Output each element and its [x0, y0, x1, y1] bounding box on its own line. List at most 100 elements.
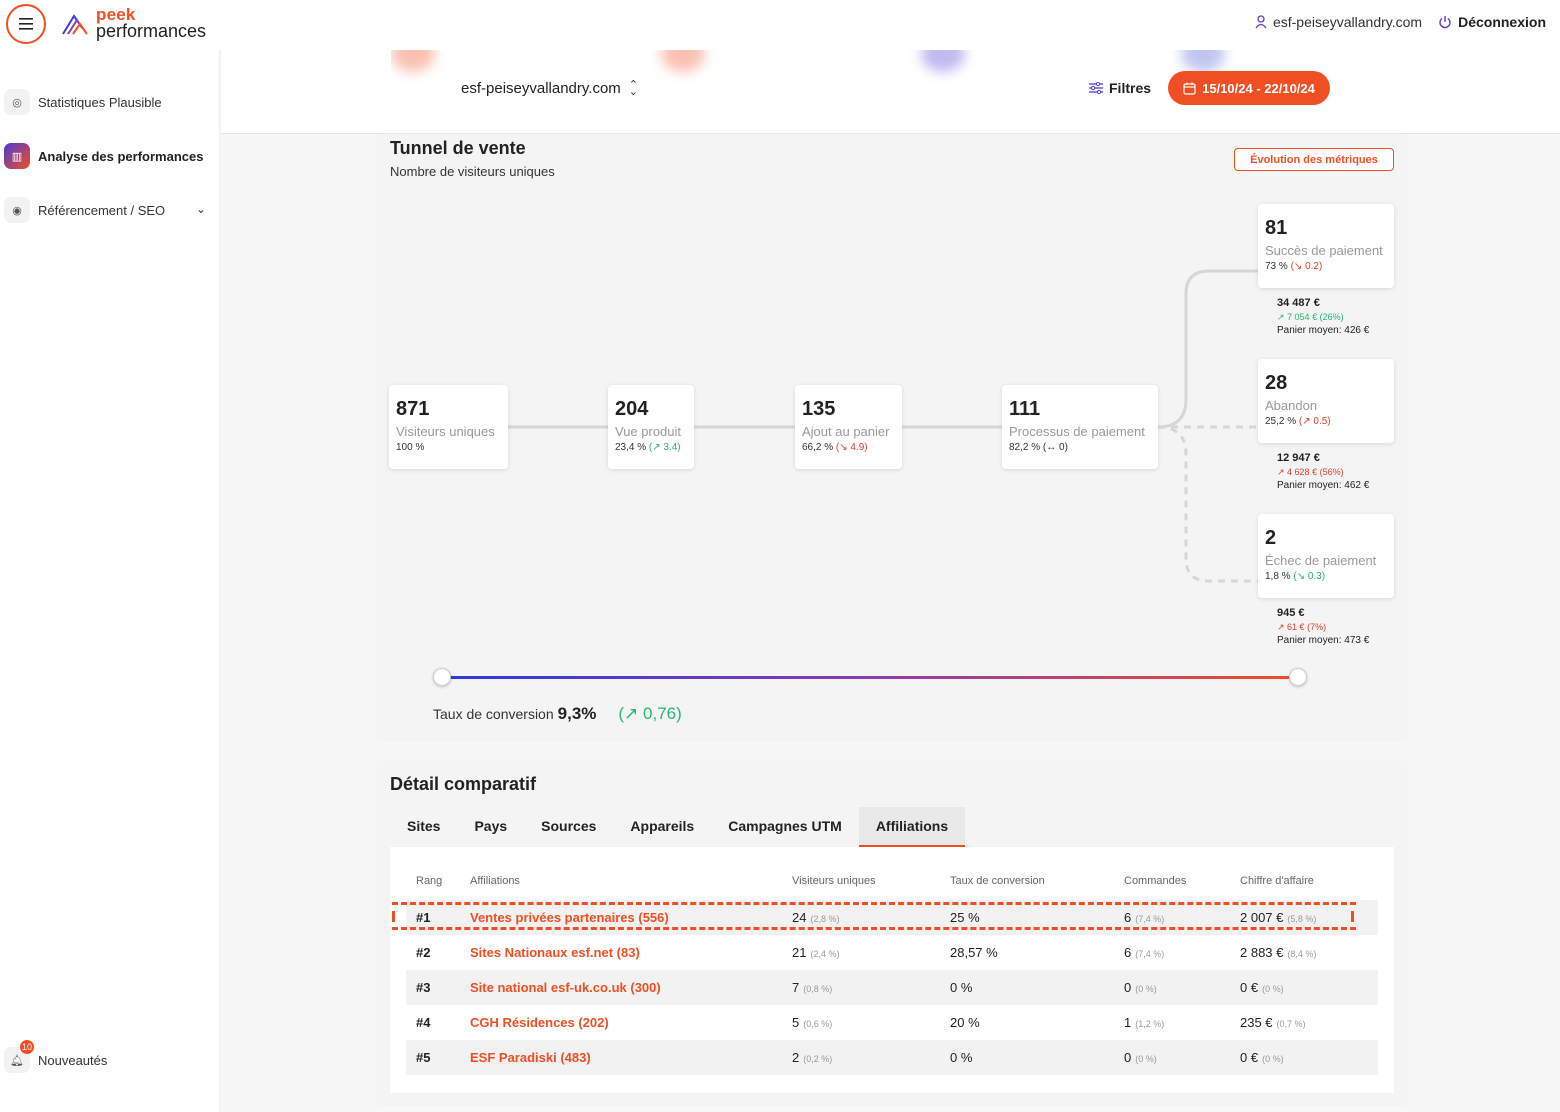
row-revenue: 2 007 € (5,8 %) [1240, 910, 1317, 925]
table-row[interactable]: #2 Sites Nationaux esf.net (83) 21 (2,4 %… [406, 935, 1378, 970]
outcome-label: Échec de paiement [1265, 553, 1377, 568]
tab-affiliations[interactable]: Affiliations [858, 807, 966, 847]
outcome-value: 81 [1265, 217, 1288, 239]
slider-handle-end[interactable] [1289, 668, 1307, 686]
row-affiliation-link[interactable]: Ventes privées partenaires (556) [470, 910, 669, 925]
up-down-chevron-icon: ⌃ ⌄ [628, 78, 639, 98]
power-icon [1439, 16, 1451, 29]
step-percent: 82,2 % (↔ 0) [1009, 442, 1068, 453]
conversion-label: Taux de conversion [433, 706, 554, 722]
outcome-amount: 945 € [1277, 607, 1305, 619]
chart-icon: ▥ [4, 143, 30, 169]
row-affiliation-link[interactable]: ESF Paradiski (483) [470, 1050, 591, 1065]
funnel-step-add-to-cart[interactable]: 135 Ajout au panier 66,2 % (↘ 4.9) [795, 385, 902, 469]
funnel-outcome-abandon[interactable]: 28 Abandon 25,2 % (↗ 0.5) [1258, 359, 1394, 443]
tab-sites[interactable]: Sites [407, 818, 441, 834]
menu-icon [19, 18, 33, 30]
row-conversion: 0 % [950, 1050, 973, 1065]
logo-peek-text: peek [96, 5, 136, 24]
sidebar-item-label: Statistiques Plausible [38, 94, 162, 110]
row-revenue: 235 € (0,7 %) [1240, 1015, 1306, 1030]
filters-button[interactable]: Filtres [1089, 80, 1151, 96]
slider-handle-start[interactable] [433, 668, 451, 686]
outcome-amount-delta: ↗ 61 € (7%) [1277, 622, 1327, 632]
step-label: Processus de paiement [1009, 424, 1145, 439]
funnel-step-product-view[interactable]: 204 Vue produit 23,4 % (↗ 3.4) [608, 385, 694, 469]
account-site[interactable]: esf-peiseyvallandry.com [1255, 14, 1422, 30]
row-affiliation-link[interactable]: CGH Résidences (202) [470, 1015, 609, 1030]
outcome-average-basket: Panier moyen: 462 € [1277, 480, 1370, 491]
outcome-amount: 12 947 € [1277, 452, 1320, 464]
affiliations-table: Rang Affiliations Visiteurs uniques Taux… [390, 847, 1394, 1093]
row-affiliation-link[interactable]: Sites Nationaux esf.net (83) [470, 945, 640, 960]
funnel-step-checkout[interactable]: 111 Processus de paiement 82,2 % (↔ 0) [1002, 385, 1158, 469]
outcome-amount-delta: ↗ 7 054 € (26%) [1277, 312, 1344, 322]
outcome-percent: 25,2 % (↗ 0.5) [1265, 416, 1331, 427]
site-select-value: esf-peiseyvallandry.com [461, 80, 621, 97]
row-rank: #4 [416, 1015, 431, 1030]
failure-connector [1157, 425, 1258, 583]
row-visitors: 2 (0,2 %) [792, 1050, 833, 1065]
outcome-average-basket: Panier moyen: 426 € [1277, 325, 1370, 336]
outcome-revenue-failure: 945 € ↗ 61 € (7%) Panier moyen: 473 € [1277, 606, 1369, 648]
outcome-percent: 73 % (↘ 0.2) [1265, 261, 1323, 272]
date-range-label: 15/10/24 - 22/10/24 [1202, 80, 1315, 96]
outcome-revenue-success: 34 487 € ↗ 7 054 € (26%) Panier moyen: 4… [1277, 296, 1369, 338]
sidebar-item-performance-analysis[interactable]: ▥ Analyse des performances [4, 142, 216, 170]
site-select[interactable]: esf-peiseyvallandry.com ⌃ ⌄ [461, 78, 639, 98]
table-row[interactable]: #1 Ventes privées partenaires (556) 24 (2… [406, 900, 1378, 935]
row-revenue: 2 883 € (8,4 %) [1240, 945, 1317, 960]
row-rank: #5 [416, 1050, 431, 1065]
conversion-delta: (↗ 0,76) [618, 704, 682, 723]
table-row[interactable]: #3 Site national esf-uk.co.uk (300) 7 (0,… [406, 970, 1378, 1005]
step-percent: 66,2 % (↘ 4.9) [802, 442, 868, 453]
row-orders: 0 (0 %) [1124, 1050, 1157, 1065]
detail-tabs: Sites Pays Sources Appareils Campagnes U… [390, 807, 966, 847]
outcome-delta: (↗ 0.5) [1298, 416, 1331, 427]
table-row[interactable]: #4 CGH Résidences (202) 5 (0,6 %) 20 % 1(… [406, 1005, 1378, 1040]
tab-sources[interactable]: Sources [541, 818, 597, 834]
eye-icon: ◉ [4, 197, 30, 223]
tab-utm-campaigns[interactable]: Campagnes UTM [728, 818, 842, 834]
sliders-icon [1089, 82, 1103, 94]
outcome-percent: 1,8 % (↘ 0.3) [1265, 571, 1326, 582]
sidebar-item-plausible-stats[interactable]: ◎ Statistiques Plausible [4, 88, 216, 116]
step-percent: 23,4 % (↗ 3.4) [615, 442, 681, 453]
account-site-label: esf-peiseyvallandry.com [1272, 14, 1423, 30]
table-row[interactable]: #5 ESF Paradiski (483) 2 (0,2 %) 0 % 0 (0 … [406, 1040, 1378, 1075]
blurred-metrics-background [391, 50, 1291, 90]
sales-funnel-card: Tunnel de vente Nombre de visiteurs uniq… [376, 134, 1408, 742]
peek-logo-icon [62, 14, 88, 35]
row-conversion: 20 % [950, 1015, 980, 1030]
filters-label: Filtres [1109, 80, 1152, 96]
row-rank: #3 [416, 980, 431, 995]
sidebar-item-news[interactable]: 🔔︎ 10 Nouveautés [4, 1040, 216, 1074]
step-delta: (↘ 4.9) [835, 442, 868, 453]
blurred-icon [661, 50, 705, 72]
hamburger-menu-button[interactable] [6, 4, 46, 44]
date-range-button[interactable]: 15/10/24 - 22/10/24 [1168, 71, 1330, 105]
step-value: 871 [396, 398, 430, 420]
funnel-range-slider-track[interactable] [442, 676, 1298, 679]
metrics-evolution-button[interactable]: Évolution des métriques [1234, 148, 1394, 171]
column-header-conversion: Taux de conversion [950, 875, 1045, 887]
sidebar-item-label: Référencement / SEO [38, 202, 166, 218]
logo[interactable]: peek performances [60, 6, 206, 40]
funnel-title: Tunnel de vente [390, 138, 526, 158]
sidebar-item-seo[interactable]: ◉ Référencement / SEO ⌄ [4, 196, 216, 224]
row-affiliation-link[interactable]: Site national esf-uk.co.uk (300) [470, 980, 661, 995]
outcome-amount: 34 487 € [1277, 297, 1320, 309]
funnel-outcome-payment-failure[interactable]: 2 Échec de paiement 1,8 % (↘ 0.3) [1258, 514, 1394, 598]
outcome-label: Succès de paiement [1265, 243, 1383, 258]
step-delta: (↗ 3.4) [648, 442, 681, 453]
column-header-rank: Rang [416, 875, 443, 887]
conversion-value: 9,3% [557, 704, 597, 723]
funnel-step-visitors[interactable]: 871 Visiteurs uniques 100 % [389, 385, 508, 469]
row-orders: 6 (7,4 %) [1124, 910, 1165, 925]
tab-devices[interactable]: Appareils [630, 818, 695, 834]
funnel-outcome-payment-success[interactable]: 81 Succès de paiement 73 % (↘ 0.2) [1258, 204, 1394, 288]
tab-countries[interactable]: Pays [474, 818, 508, 834]
logout-button[interactable]: Déconnexion [1438, 14, 1546, 30]
column-header-revenue: Chiffre d'affaire [1240, 875, 1314, 887]
row-revenue: 0 € (0 %) [1240, 980, 1284, 995]
